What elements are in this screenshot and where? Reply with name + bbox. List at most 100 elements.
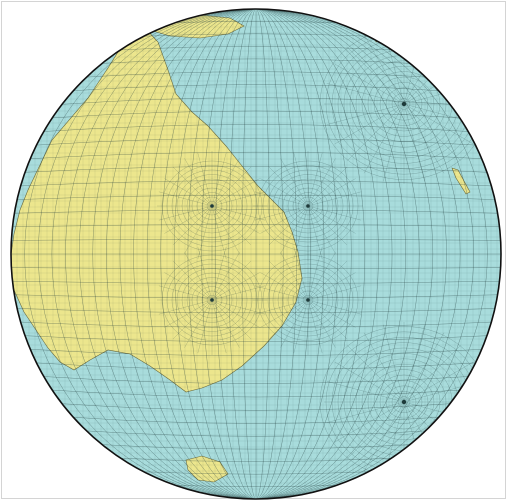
- grid-ring: [206, 201, 218, 211]
- grid-line: [184, 158, 213, 207]
- grid-line: [260, 178, 309, 207]
- grid-line: [12, 280, 500, 284]
- grid-ring: [302, 295, 314, 305]
- grid-ring: [166, 259, 258, 341]
- grid-line: [158, 191, 213, 207]
- grid-line: [260, 272, 309, 301]
- grid-line: [280, 299, 309, 348]
- grid-ring: [361, 364, 447, 440]
- grid-pole-icon: [401, 101, 407, 107]
- grid-line: [62, 97, 450, 105]
- grid-line: [11, 238, 501, 241]
- grid-ring: [267, 263, 349, 337]
- grid-line: [172, 299, 213, 340]
- grid-line: [211, 205, 240, 254]
- grid-line: [254, 285, 309, 301]
- grid-line: [403, 345, 461, 403]
- grid-ring: [292, 192, 324, 220]
- tasmania-island-icon: [185, 455, 229, 483]
- grid-line: [363, 34, 405, 105]
- grid-line: [268, 260, 309, 301]
- grid-line: [403, 103, 445, 174]
- grid-line: [164, 299, 213, 328]
- grid-line: [268, 166, 309, 207]
- grid-line: [43, 376, 469, 384]
- grid-line: [211, 191, 266, 207]
- grid-ring: [201, 196, 223, 216]
- grid-line: [73, 84, 439, 91]
- grid-line: [280, 158, 309, 207]
- grid-pole-icon: [306, 298, 310, 302]
- grid-line: [211, 299, 240, 348]
- grid-line: [14, 294, 498, 299]
- globe-outline: [10, 8, 502, 500]
- grid-ring: [161, 160, 263, 252]
- grid-line: [211, 299, 266, 315]
- grid-ring: [287, 187, 329, 225]
- grid-line: [12, 224, 500, 228]
- grid-ring: [277, 178, 339, 234]
- grid-line: [36, 362, 476, 371]
- grid-line: [307, 205, 336, 254]
- grid-line: [211, 205, 252, 246]
- grid-ring: [186, 183, 238, 229]
- grid-line: [293, 299, 309, 354]
- grid-line: [307, 166, 348, 207]
- grid-line: [172, 166, 213, 207]
- grid-line: [197, 205, 213, 260]
- grid-line: [184, 205, 213, 254]
- grid-ring: [361, 66, 447, 142]
- grid-line: [403, 103, 461, 161]
- grid-line: [347, 401, 405, 459]
- grid-line: [347, 345, 405, 403]
- grid-line: [17, 308, 495, 314]
- grid-line: [307, 299, 323, 354]
- grid-line: [280, 205, 309, 254]
- grid-line: [307, 158, 336, 207]
- grid-line: [363, 401, 405, 472]
- grid-line: [30, 151, 482, 159]
- grid-line: [120, 46, 392, 51]
- grid-ring: [262, 165, 354, 247]
- grid-line: [14, 209, 498, 214]
- grid-line: [120, 457, 392, 462]
- grid-line: [307, 205, 356, 234]
- grid-ring: [196, 286, 228, 314]
- grid-line: [403, 324, 425, 403]
- grid-line: [403, 332, 445, 403]
- grid-line: [280, 252, 309, 301]
- grid-line: [211, 299, 252, 340]
- grid-pole-icon: [210, 204, 214, 208]
- grid-line: [326, 381, 405, 403]
- grid-line: [268, 299, 309, 340]
- grid-line: [334, 103, 405, 145]
- grid-ring: [272, 174, 344, 238]
- grid-ring: [373, 374, 435, 430]
- grid-line: [347, 47, 405, 105]
- grid-line: [62, 403, 450, 411]
- grid-line: [20, 180, 492, 187]
- grid-line: [307, 178, 356, 207]
- grid-line: [307, 260, 348, 301]
- grid-pole-icon: [210, 298, 214, 302]
- grid-line: [260, 299, 309, 328]
- grid-line: [197, 246, 213, 301]
- grid-line: [307, 272, 356, 301]
- grid-ring: [272, 268, 344, 332]
- grid-line: [211, 178, 260, 207]
- grid-ring: [302, 201, 314, 211]
- grid-line: [11, 267, 501, 270]
- grid-line: [307, 191, 362, 207]
- grid-ring: [166, 165, 258, 247]
- grid-line: [164, 205, 213, 234]
- grid-line: [403, 361, 474, 403]
- grid-line: [363, 332, 405, 403]
- grid-line: [254, 299, 309, 315]
- grid-line: [52, 389, 460, 398]
- grid-ring: [171, 263, 253, 337]
- grid-ring: [176, 174, 248, 238]
- grid-line: [164, 178, 213, 207]
- grid-ring: [367, 369, 441, 435]
- grid-pole-icon: [401, 399, 407, 405]
